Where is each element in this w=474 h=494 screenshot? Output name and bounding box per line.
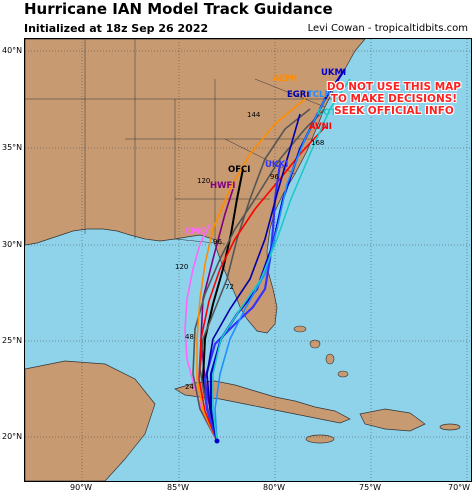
track-labels: AEMI UKMI EGRI TCLP COTI AVNI UKKI OFCI … (185, 68, 346, 237)
track-gray-1 (199, 108, 311, 442)
track-aemi (196, 98, 306, 442)
label-ukmi: UKMI (321, 68, 346, 78)
label-coti: COTI (317, 108, 339, 118)
credit-text: Levi Cowan - tropicaltidbits.com (307, 23, 468, 34)
storm-origin (214, 438, 220, 444)
label-tclp: TCLP (307, 90, 331, 100)
lon-label: 70°W (448, 483, 471, 492)
lat-label: 30°N (2, 240, 23, 249)
track-cmc (184, 223, 218, 442)
map-title: Hurricane IAN Model Track Guidance (24, 0, 333, 18)
hour-label: 168 (311, 139, 324, 147)
hour-label: 72 (225, 283, 234, 291)
land-cuba (174, 380, 351, 424)
track-avni (198, 126, 326, 442)
lon-label: 75°W (359, 483, 382, 492)
map-area: AEMI UKMI EGRI TCLP COTI AVNI UKKI OFCI … (24, 38, 472, 482)
hour-label: 120 (175, 263, 188, 271)
warning-line: SEEK OFFICIAL INFO (334, 105, 454, 117)
label-ukki: UKKI (265, 160, 288, 170)
label-hwfi: HWFI (210, 181, 235, 191)
lat-label: 40°N (2, 46, 23, 55)
track-coti (212, 78, 351, 442)
hour-label: 120 (197, 177, 210, 185)
land-puerto-rico (439, 423, 461, 431)
land-bahamas (293, 325, 349, 378)
lat-label: 25°N (2, 336, 23, 345)
hour-label: 96 (270, 173, 279, 181)
hour-label: 24 (185, 383, 194, 391)
label-aemi: AEMI (273, 74, 297, 84)
hour-label: 144 (247, 111, 261, 119)
warning-line: DO NOT USE THIS MAP (326, 81, 461, 93)
track-tclp (214, 98, 326, 442)
lon-label: 90°W (70, 483, 93, 492)
lon-label: 80°W (263, 483, 286, 492)
hour-label: 96 (213, 238, 222, 246)
model-tracks (184, 68, 351, 442)
track-egri (206, 113, 301, 442)
gridlines (25, 39, 471, 481)
map-canvas: AEMI UKMI EGRI TCLP COTI AVNI UKKI OFCI … (25, 39, 471, 481)
lon-label: 85°W (167, 483, 190, 492)
warning-line: TO MAKE DECISIONS! (330, 93, 458, 105)
hour-labels: 144 120 96 72 48 24 168 120 96 (175, 111, 324, 391)
track-gray-2 (192, 108, 326, 442)
warning-box: DO NOT USE THIS MAP TO MAKE DECISIONS! S… (327, 81, 461, 117)
label-ofci: OFCI (228, 165, 250, 175)
initialized-time: Initialized at 18z Sep 26 2022 (24, 22, 209, 35)
state-borders (25, 39, 345, 245)
lat-label: 35°N (2, 143, 23, 152)
label-egri: EGRI (287, 90, 310, 100)
lat-label: 20°N (2, 432, 23, 441)
track-ukki (203, 163, 282, 442)
land-jamaica (305, 434, 335, 444)
label-avni: AVNI (309, 122, 332, 132)
label-cmc: CMC (185, 227, 206, 237)
land-hispaniola (359, 408, 426, 432)
land-yucatan (25, 360, 156, 481)
hour-label: 48 (185, 333, 194, 341)
